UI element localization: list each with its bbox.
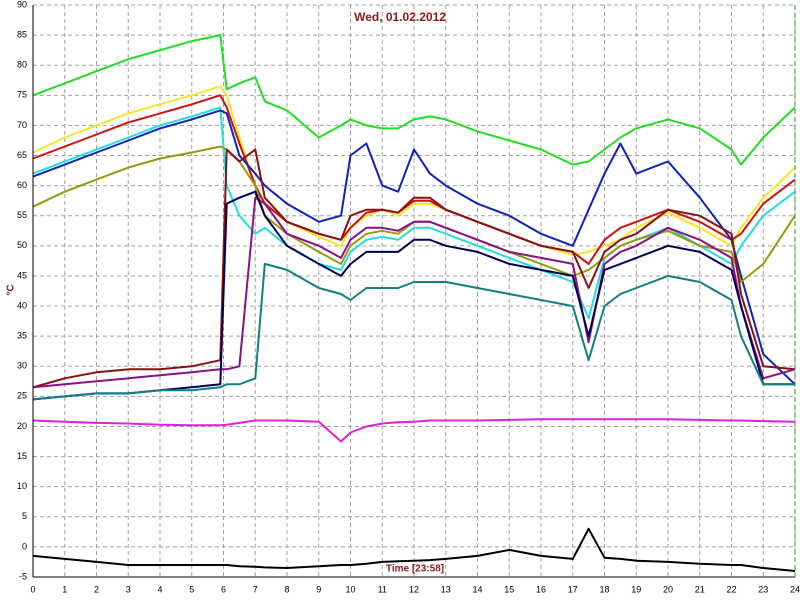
x-tick-label: 16	[536, 584, 546, 594]
series-line	[32, 527, 796, 572]
x-tick-label: 18	[599, 584, 609, 594]
x-tick-label: 10	[345, 584, 355, 594]
y-tick-label: 75	[17, 90, 27, 100]
x-tick-label: 0	[30, 584, 35, 594]
y-tick-label: 10	[17, 481, 27, 491]
x-tick-label: 13	[441, 584, 451, 594]
x-tick-label: 7	[253, 584, 258, 594]
plot-lines	[32, 34, 796, 572]
x-tick-label: 23	[758, 584, 768, 594]
series-line	[32, 262, 795, 401]
y-tick-label: 90	[17, 0, 27, 9]
y-tick-label: 70	[17, 120, 27, 130]
y-tick-label: 45	[17, 270, 27, 280]
x-tick-label: 21	[695, 584, 705, 594]
series-line	[32, 145, 796, 283]
x-tick-label: 11	[378, 584, 387, 594]
x-tick-label: 2	[94, 584, 99, 594]
y-tick-label: 50	[17, 240, 27, 250]
y-tick-label: 25	[17, 391, 27, 401]
y-tick-label: 40	[17, 300, 27, 310]
series-line	[32, 34, 796, 166]
y-tick-label: 55	[17, 210, 27, 220]
y-tick-label: 65	[17, 150, 27, 160]
x-axis-label: Time [23:58]	[386, 564, 444, 575]
x-tick-label: 12	[409, 584, 419, 594]
series-line	[32, 418, 796, 443]
x-tick-label: 15	[504, 584, 514, 594]
y-tick-label: 80	[17, 60, 27, 70]
y-tick-label: 0	[22, 541, 27, 551]
y-tick-label: 60	[17, 180, 27, 190]
x-tick-label: 19	[631, 584, 641, 594]
series-line	[32, 109, 796, 386]
y-tick-label: 30	[17, 361, 27, 371]
y-tick-label: 35	[17, 331, 27, 341]
series-line	[32, 196, 796, 389]
series-line	[32, 190, 795, 401]
x-tick-label: 3	[126, 584, 131, 594]
series-line	[32, 85, 796, 256]
y-tick-label: 15	[17, 451, 27, 461]
y-axis-label: °C	[6, 284, 17, 295]
x-tick-label: 24	[790, 584, 800, 594]
x-tick-label: 8	[284, 584, 289, 594]
x-tick-label: 17	[568, 584, 578, 594]
x-tick-label: 1	[62, 584, 67, 594]
y-tick-label: -5	[19, 571, 27, 581]
y-tick-label: 5	[22, 511, 27, 521]
x-tick-label: 9	[316, 584, 321, 594]
series-line	[32, 148, 796, 389]
x-tick-label: 14	[472, 584, 482, 594]
x-tick-label: 22	[726, 584, 736, 594]
x-tick-label: 6	[221, 584, 226, 594]
x-tick-label: 20	[663, 584, 673, 594]
x-tick-label: 4	[157, 584, 162, 594]
y-tick-label: 20	[17, 421, 27, 431]
y-tick-label: 85	[17, 29, 27, 39]
x-tick-label: 5	[189, 584, 194, 594]
chart-title: Wed, 01.02.2012	[354, 10, 446, 24]
